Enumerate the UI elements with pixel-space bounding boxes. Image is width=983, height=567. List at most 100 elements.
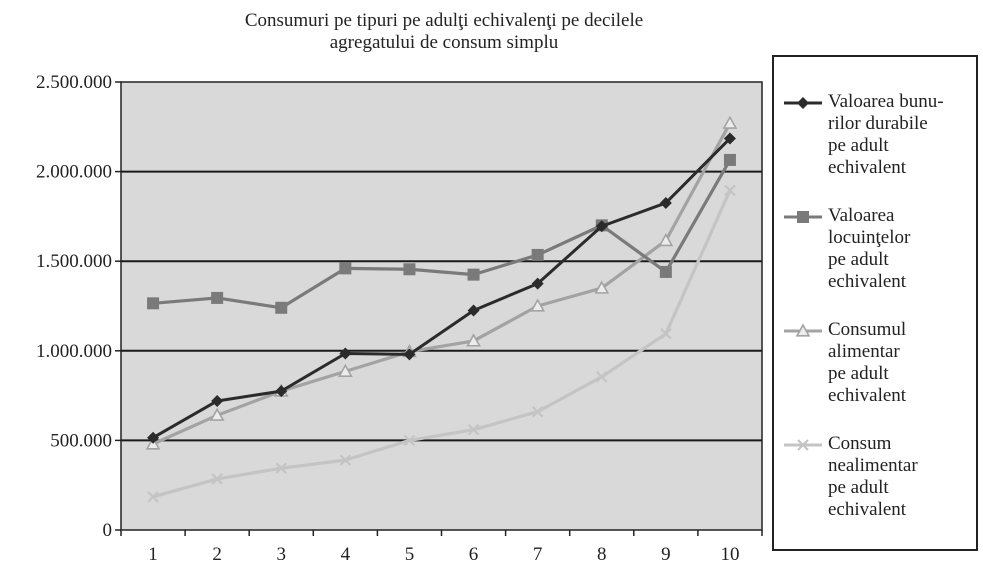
x-tick-label: 3 <box>277 544 287 565</box>
y-tick-label: 500.000 <box>50 430 112 451</box>
x-tick-label: 8 <box>597 544 607 565</box>
data-point-triangle <box>658 232 674 247</box>
marker-x-stroke <box>211 473 223 485</box>
series-line <box>152 137 732 440</box>
legend-label-line: Valoarea <box>828 205 895 226</box>
marker-x-stroke <box>797 439 809 451</box>
marker-x-stroke <box>660 327 672 340</box>
data-point-square <box>147 297 160 310</box>
x-tick-label: 5 <box>405 544 415 565</box>
legend-label-line: locuinţelor <box>828 227 911 248</box>
data-point-x <box>724 184 736 197</box>
series-line <box>152 159 732 310</box>
data-point-x <box>531 405 544 418</box>
legend-label-non-food-consumption: Consum nealimentar pe adult echivalent <box>828 433 978 521</box>
data-point-x <box>211 473 223 485</box>
data-point-diamond <box>211 394 224 407</box>
data-point-square <box>467 268 480 281</box>
legend-label-line: echivalent <box>828 157 907 178</box>
y-tick-label: 1.000.000 <box>36 341 112 362</box>
data-point-diamond <box>275 385 288 398</box>
y-tick-label: 1.500.000 <box>36 251 112 272</box>
legend-label-line: alimentar <box>828 341 900 362</box>
legend-label-line: echivalent <box>828 271 907 292</box>
x-tick-label: 2 <box>212 544 222 565</box>
data-point-triangle <box>594 280 610 294</box>
data-point-x <box>660 327 672 340</box>
data-point-triangle <box>209 407 225 421</box>
series-3 <box>147 184 736 503</box>
legend-label-line: rilor durabile <box>828 113 928 134</box>
data-point-diamond <box>339 347 352 360</box>
data-point-square <box>275 301 288 314</box>
data-point-diamond <box>531 277 544 290</box>
y-tick-label: 2.000.000 <box>36 162 112 183</box>
data-point-diamond <box>147 431 160 444</box>
data-point-square <box>659 265 672 278</box>
data-point-triangle <box>722 115 738 129</box>
series-line <box>152 122 732 446</box>
legend-label-line: Consum <box>828 433 892 454</box>
data-point-x <box>595 371 608 383</box>
data-point-square <box>339 262 352 275</box>
y-tick-label: 2.500.000 <box>36 72 112 93</box>
data-point-triangle <box>530 298 546 312</box>
data-point-square <box>723 153 736 166</box>
data-point-diamond <box>595 220 608 233</box>
data-point-x <box>339 454 352 466</box>
data-point-triangle <box>466 333 481 347</box>
legend-label-line: echivalent <box>828 385 907 406</box>
legend-label-line: pe adult <box>828 135 889 156</box>
x-tick-label: 9 <box>661 544 671 565</box>
x-tick-label: 4 <box>341 544 351 565</box>
data-point-x <box>403 434 416 447</box>
legend-label-line: pe adult <box>828 249 889 270</box>
marker-diamond <box>797 97 809 109</box>
series-line <box>152 189 732 499</box>
chart-title-line-1: Consumuri pe tipuri pe adulţi echivalenţ… <box>244 10 644 31</box>
marker-square <box>797 211 809 223</box>
legend-label-line: pe adult <box>828 363 889 384</box>
data-point-square <box>403 263 416 276</box>
chart-title-line-2: agregatului de consum simplu <box>329 32 559 53</box>
data-point-diamond <box>723 132 736 145</box>
data-point-square <box>211 291 224 304</box>
marker-x-stroke <box>147 491 159 503</box>
y-axis: 0 500.000 1.000.000 1.500.000 2.000.000 2.500… <box>36 72 121 541</box>
series-group <box>145 115 738 503</box>
x-axis: 1 2 3 4 5 6 7 8 9 10 <box>120 530 763 565</box>
marker-x <box>797 439 809 451</box>
x-tick-label: 1 <box>148 544 158 565</box>
legend-marker-square <box>784 211 822 223</box>
marker-x-stroke <box>724 184 736 197</box>
x-tick-label: 10 <box>720 544 739 565</box>
x-tick-label: 6 <box>469 544 479 565</box>
data-point-triangle <box>337 363 353 378</box>
data-point-diamond <box>659 196 672 209</box>
series-1 <box>147 153 736 314</box>
legend-label-line: pe adult <box>828 477 889 498</box>
legend-label-durable-goods: Valoarea bunu- rilor durabile pe adult e… <box>828 91 978 179</box>
marker-x-stroke <box>275 462 288 474</box>
legend-label-housing: Valoarea locuinţelor pe adult echivalent <box>828 205 978 293</box>
legend-marker-diamond <box>784 97 822 109</box>
legend-marker-triangle <box>784 323 822 337</box>
grid-lines <box>121 170 762 442</box>
y-tick-label: 0 <box>103 520 113 541</box>
data-point-diamond <box>467 304 480 317</box>
data-point-diamond <box>403 348 416 361</box>
legend-label-food-consumption: Consumul alimentar pe adult echivalent <box>828 319 978 407</box>
legend-label-line: Valoarea bunu- <box>828 91 944 112</box>
marker-triangle <box>795 323 811 337</box>
data-point-x <box>275 462 288 474</box>
legend: Valoarea bunu- rilor durabile pe adult e… <box>772 55 978 551</box>
series-0 <box>147 132 736 444</box>
marker-x-stroke <box>595 371 608 383</box>
plot-area <box>120 81 763 531</box>
marker-x-stroke <box>531 405 544 418</box>
data-point-x <box>147 491 159 503</box>
data-point-x <box>467 423 480 436</box>
x-tick-label: 7 <box>533 544 543 565</box>
marker-x-stroke <box>339 454 352 466</box>
